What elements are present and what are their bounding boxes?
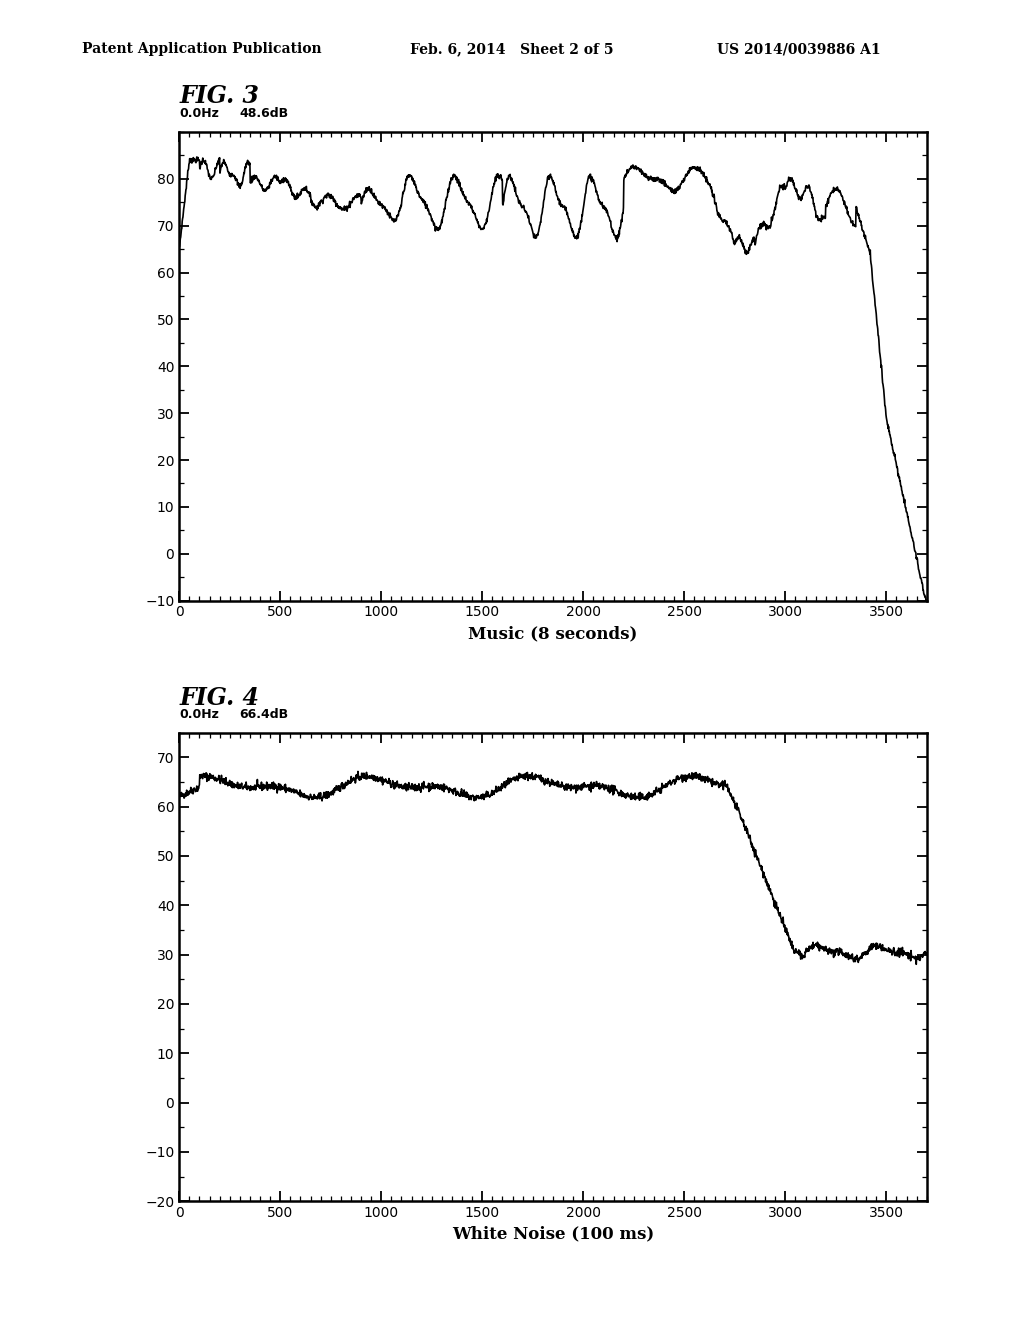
Text: 0.0Hz: 0.0Hz — [179, 107, 219, 120]
Text: US 2014/0039886 A1: US 2014/0039886 A1 — [717, 42, 881, 57]
Text: 48.6dB: 48.6dB — [239, 107, 288, 120]
X-axis label: White Noise (100 ms): White Noise (100 ms) — [452, 1225, 654, 1242]
Text: 66.4dB: 66.4dB — [239, 708, 288, 721]
Text: FIG. 3: FIG. 3 — [179, 84, 259, 108]
Text: 0.0Hz: 0.0Hz — [179, 708, 219, 721]
X-axis label: Music (8 seconds): Music (8 seconds) — [468, 624, 638, 642]
Text: Feb. 6, 2014   Sheet 2 of 5: Feb. 6, 2014 Sheet 2 of 5 — [410, 42, 613, 57]
Text: FIG. 4: FIG. 4 — [179, 686, 259, 710]
Text: Patent Application Publication: Patent Application Publication — [82, 42, 322, 57]
